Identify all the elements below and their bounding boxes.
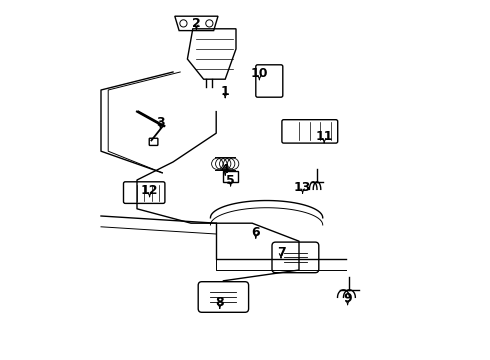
Bar [223,171,238,182]
Text: 4: 4 [221,163,230,176]
Text: 11: 11 [316,130,333,143]
Text: 12: 12 [141,184,158,197]
Text: 8: 8 [216,296,224,309]
Text: 5: 5 [226,174,235,186]
Text: 9: 9 [343,292,352,305]
Text: 7: 7 [277,246,285,258]
Text: 3: 3 [156,116,165,129]
Text: 13: 13 [294,181,311,194]
Text: 1: 1 [221,85,230,98]
Text: 6: 6 [251,226,260,239]
Text: 2: 2 [192,17,201,30]
Text: 10: 10 [251,67,268,80]
